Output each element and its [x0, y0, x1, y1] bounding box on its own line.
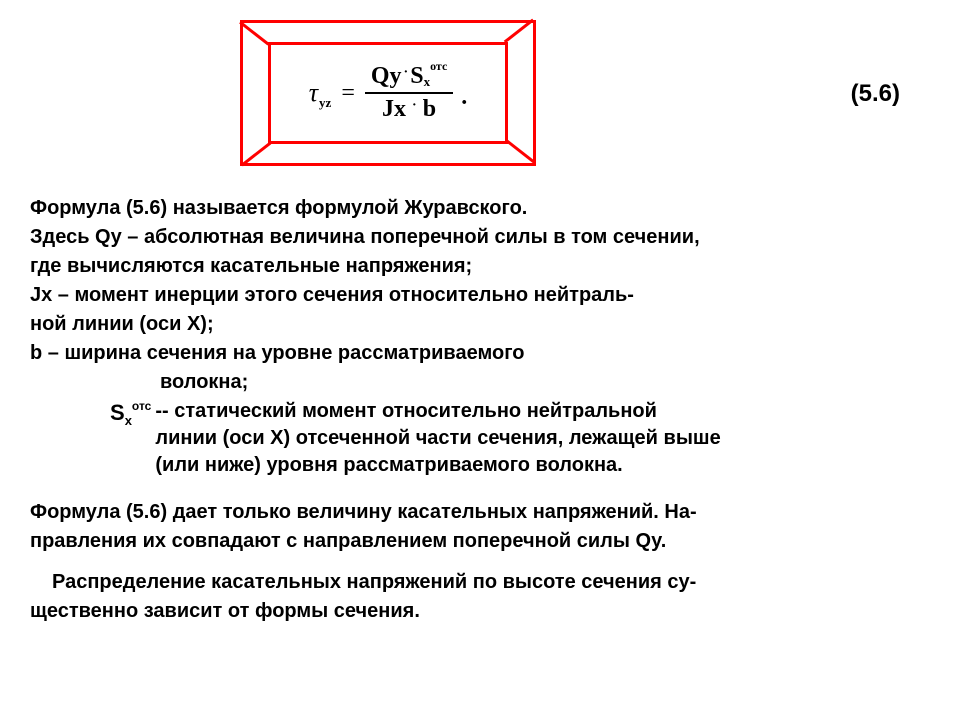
tau-sub: yz [319, 95, 331, 110]
num-s-sub: x [424, 74, 431, 90]
p3-line-b: щественно зависит от формы сечения. [30, 598, 930, 625]
tau-letter: τ [309, 78, 318, 107]
den-dot: · [412, 98, 417, 114]
line-9: линии (оси X) отсеченной части сечения, … [155, 425, 720, 452]
numerator: Qy·Sxотс [365, 61, 453, 92]
inner-rect: τyz = Qy·Sxотс Jx · b . [268, 42, 508, 144]
line-10: (или ниже) уровня рассматриваемого волок… [155, 452, 720, 479]
fraction: Qy·Sxотс Jx · b [365, 61, 453, 125]
p2-line-b: правления их совпадают с направлением по… [30, 528, 930, 555]
body-text: Формула (5.6) называется формулой Журавс… [30, 195, 930, 627]
equation-number: (5.6) [851, 80, 900, 108]
line-6: b – ширина сечения на уровне рассматрива… [30, 340, 930, 367]
sx-symbol: Sxотс [110, 398, 151, 428]
sx-line: Sxотс -- статический момент относительно… [110, 398, 930, 479]
formula-frame: τyz = Qy·Sxотс Jx · b . [240, 20, 540, 170]
num-qy: Qy [371, 63, 402, 90]
line-1: Формула (5.6) называется формулой Журавс… [30, 195, 930, 222]
den-b: b [423, 96, 436, 123]
paragraph-2: Формула (5.6) дает только величину касат… [30, 499, 930, 555]
den-jx: Jx [382, 96, 406, 123]
formula-period: . [461, 84, 467, 111]
line-4: Jx – момент инерции этого сечения относи… [30, 282, 930, 309]
denominator: Jx · b [376, 94, 442, 125]
line-2: Здесь Qy – абсолютная величина поперечно… [30, 224, 930, 251]
p2-line-a: Формула (5.6) дает только величину касат… [30, 499, 930, 526]
sx-sup: отс [132, 399, 151, 413]
num-dot: · [404, 65, 409, 81]
line-8: -- статический момент относительно нейтр… [155, 398, 720, 425]
line-3: где вычисляются касательные напряжения; [30, 253, 930, 280]
sx-text-block: -- статический момент относительно нейтр… [155, 398, 720, 479]
paragraph-3: Распределение касательных напряжений по … [30, 569, 930, 625]
sx-s: S [110, 400, 125, 425]
tau-symbol: τyz [309, 78, 332, 108]
p3-line-a: Распределение касательных напряжений по … [30, 569, 930, 596]
line-7: волокна; [160, 369, 930, 396]
equals: = [341, 80, 355, 107]
sx-sub: x [125, 413, 132, 428]
formula: τyz = Qy·Sxотс Jx · b . [309, 61, 468, 125]
num-s: S [410, 63, 423, 90]
line-5: ной линии (оси X); [30, 311, 930, 338]
num-s-sup: отс [430, 59, 447, 74]
